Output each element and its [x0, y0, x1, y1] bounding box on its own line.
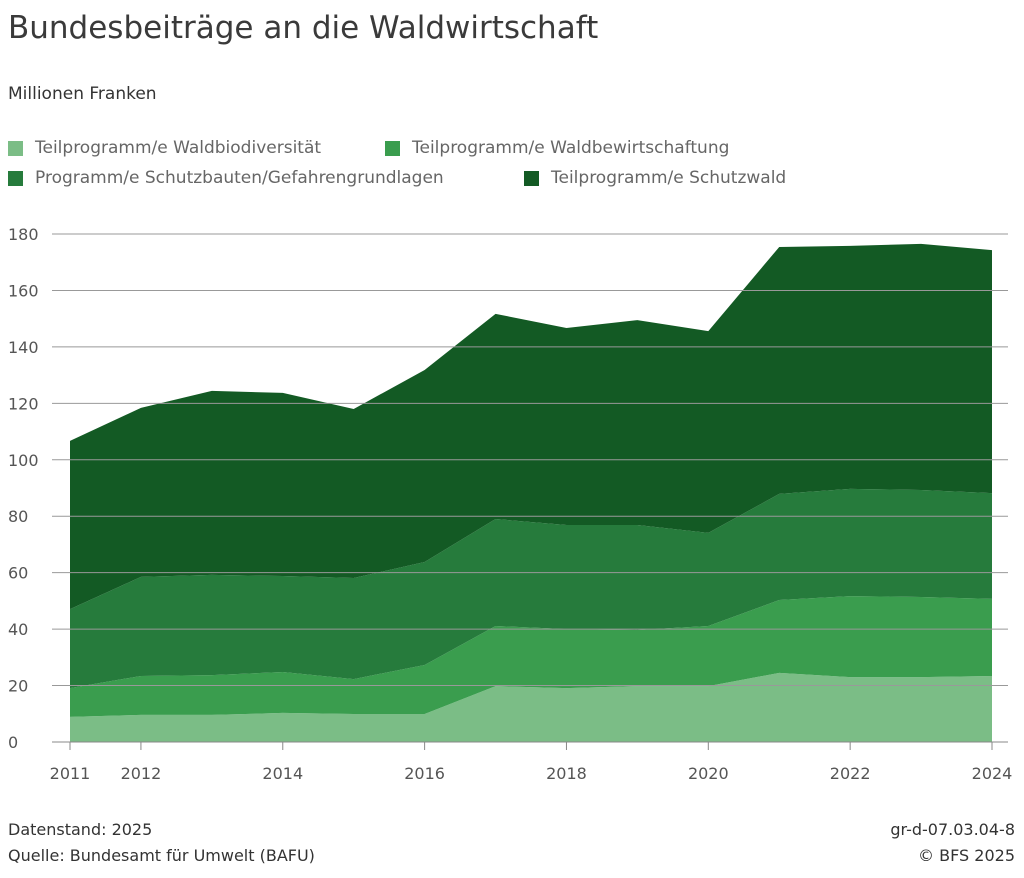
y-tick-label: 120	[8, 394, 39, 413]
legend-label: Programm/e Schutzbauten/Gefahrengrundlag…	[35, 168, 444, 188]
x-tick-label: 2018	[546, 764, 587, 783]
y-tick-label: 140	[8, 338, 39, 357]
legend-item[interactable]: Programm/e Schutzbauten/Gefahrengrundlag…	[8, 168, 444, 188]
legend-swatch	[8, 140, 23, 156]
legend-item[interactable]: Teilprogramm/e Schutzwald	[524, 168, 786, 188]
legend-swatch	[524, 170, 539, 186]
copyright: © BFS 2025	[918, 846, 1015, 865]
x-tick-label: 2022	[830, 764, 871, 783]
legend-label: Teilprogramm/e Waldbewirtschaftung	[412, 138, 730, 158]
area-series-2	[70, 596, 992, 717]
chart-title: Bundesbeiträge an die Waldwirtschaft	[8, 10, 599, 46]
y-tick-label: 80	[8, 507, 28, 526]
y-tick-label: 0	[8, 733, 18, 752]
x-tick-label: 2012	[121, 764, 162, 783]
legend-label: Teilprogramm/e Schutzwald	[551, 168, 787, 188]
x-tick-label: 2016	[404, 764, 445, 783]
y-tick-label: 160	[8, 281, 39, 300]
y-tick-label: 180	[8, 225, 39, 244]
y-tick-label: 20	[8, 677, 28, 696]
source: Quelle: Bundesamt für Umwelt (BAFU)	[8, 846, 315, 865]
chart-subtitle: Millionen Franken	[8, 84, 157, 104]
x-tick-label: 2014	[262, 764, 303, 783]
legend-swatch	[385, 140, 400, 156]
legend-label: Teilprogramm/e Waldbiodiversität	[35, 138, 322, 158]
area-series-4	[70, 243, 992, 610]
legend-swatch	[8, 170, 23, 186]
data-status: Datenstand: 2025	[8, 820, 153, 839]
area-series-1	[70, 672, 992, 742]
x-tick-label: 2011	[50, 764, 91, 783]
graphic-code: gr-d-07.03.04-8	[890, 820, 1015, 839]
x-tick-label: 2020	[688, 764, 729, 783]
area-series-3	[70, 488, 992, 689]
legend-item[interactable]: Teilprogramm/e Waldbiodiversität	[8, 138, 321, 158]
x-tick-label: 2024	[972, 764, 1013, 783]
y-tick-label: 100	[8, 451, 39, 470]
y-tick-label: 60	[8, 564, 28, 583]
legend-item[interactable]: Teilprogramm/e Waldbewirtschaftung	[385, 138, 729, 158]
y-tick-label: 40	[8, 620, 28, 639]
